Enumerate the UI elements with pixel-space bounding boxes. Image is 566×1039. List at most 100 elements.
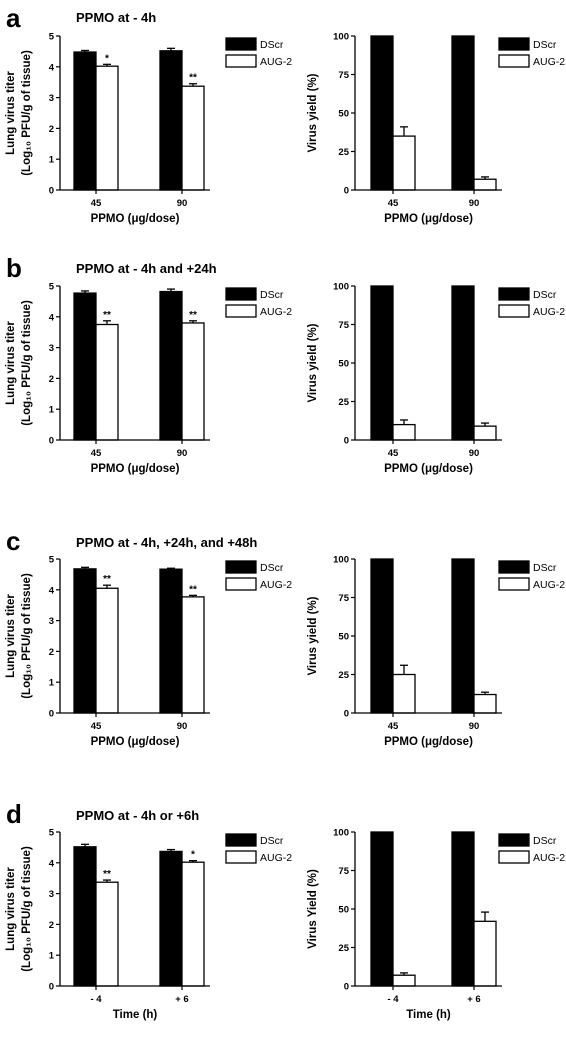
legend-label: AUG-2: [533, 306, 565, 318]
legend-label: AUG-2: [533, 56, 565, 68]
bar-aug-2-0: [95, 881, 119, 987]
y-tick-label: 4: [49, 312, 55, 323]
y-tick-label: 75: [338, 70, 349, 81]
x-tick-label: 90: [469, 448, 480, 459]
y-tick-label: 5: [49, 32, 55, 43]
bar-aug-2-1: [473, 920, 497, 987]
y-tick-label: 2: [49, 374, 54, 385]
y-axis-label: Lung virus titer: [5, 321, 17, 405]
panel-letter: c: [6, 526, 20, 556]
bar-aug-2-1: [473, 178, 497, 191]
panel-letter: d: [6, 799, 22, 829]
y-tick-label: 100: [333, 828, 349, 839]
bar-dscr-0: [370, 285, 394, 441]
legend-swatch-aug-2: [498, 304, 530, 318]
legend-swatch-dscr: [498, 287, 530, 301]
y-tick-label: 0: [49, 436, 54, 447]
y-tick-label: 25: [338, 670, 349, 681]
significance-marker: **: [189, 310, 197, 321]
significance-marker: **: [103, 574, 111, 585]
significance-marker: **: [189, 584, 197, 595]
panel-c-yield-chart: 0 25 50 75 100 45 90 PPMO (μg/dose) Virus yield …: [307, 555, 565, 749]
legend-label: AUG-2: [260, 56, 292, 68]
bar-dscr-1: [159, 850, 183, 987]
y-axis-label: Lung virus titer: [5, 71, 17, 155]
x-axis-label: Time (h): [113, 1009, 158, 1021]
legend-swatch-aug-2: [498, 577, 530, 591]
y-tick-label: 50: [338, 905, 349, 916]
x-tick-label: 90: [177, 198, 188, 209]
y-axis-label-line2: (Log₁₀ PFU/g of tissue): [21, 846, 33, 972]
legend-swatch-dscr: [498, 37, 530, 51]
legend-label: DScr: [260, 562, 284, 574]
bar-dscr-0: [370, 558, 394, 714]
y-tick-label: 3: [49, 616, 54, 627]
bar-aug-2-0: [392, 673, 416, 714]
y-tick-label: 4: [49, 585, 55, 596]
panel-a-yield-chart: 0 25 50 75 100 45 90 PPMO (μg/dose) Virus yield …: [307, 32, 565, 226]
bar-dscr-1: [451, 285, 475, 441]
y-tick-label: 0: [344, 982, 349, 993]
legend-label: DScr: [533, 835, 557, 847]
y-tick-label: 3: [49, 343, 54, 354]
y-axis-label: Lung virus titer: [5, 594, 17, 678]
bar-dscr-1: [159, 50, 183, 191]
bar-dscr-1: [451, 558, 475, 714]
legend-label: AUG-2: [533, 579, 565, 591]
x-tick-label: 90: [469, 198, 480, 209]
x-tick-label: - 4: [387, 994, 399, 1005]
y-tick-label: 100: [333, 555, 349, 566]
y-axis-label-line2: (Log₁₀ PFU/g of tissue): [21, 573, 33, 699]
bar-dscr-0: [73, 568, 97, 714]
y-axis-label: Virus yield (%): [307, 323, 319, 402]
y-tick-label: 1: [49, 155, 55, 166]
bar-aug-2-0: [95, 323, 119, 441]
x-axis-label: PPMO (μg/dose): [91, 213, 180, 225]
panel-letter: a: [6, 3, 21, 33]
y-tick-label: 50: [338, 109, 349, 120]
bar-aug-2-1: [473, 425, 497, 441]
y-tick-label: 2: [49, 647, 54, 658]
legend-swatch-dscr: [225, 287, 257, 301]
y-tick-label: 50: [338, 359, 349, 370]
x-tick-label: 90: [469, 721, 480, 732]
bar-dscr-0: [73, 292, 97, 441]
panel-title: PPMO at - 4h, +24h, and +48h: [76, 535, 257, 550]
panel-letter: b: [6, 253, 22, 283]
bar-aug-2-0: [392, 135, 416, 191]
panel-c-titer-chart: c PPMO at - 4h, +24h, and +48h012345****4…: [5, 526, 292, 748]
bar-dscr-1: [451, 831, 475, 987]
significance-marker: *: [191, 850, 195, 861]
legend-label: AUG-2: [260, 306, 292, 318]
y-tick-label: 75: [338, 866, 349, 877]
x-tick-label: 45: [388, 198, 399, 209]
y-tick-label: 100: [333, 32, 349, 43]
legend-swatch-aug-2: [498, 850, 530, 864]
y-axis-label-line2: (Log₁₀ PFU/g of tissue): [21, 300, 33, 426]
x-tick-label: 45: [91, 448, 102, 459]
y-tick-label: 2: [49, 124, 54, 135]
y-tick-label: 0: [49, 186, 54, 197]
y-tick-label: 0: [49, 982, 54, 993]
legend-label: AUG-2: [533, 852, 565, 864]
bar-aug-2-1: [181, 85, 205, 191]
significance-marker: **: [103, 869, 111, 880]
x-tick-label: 90: [177, 448, 188, 459]
x-tick-label: 45: [388, 448, 399, 459]
y-tick-label: 75: [338, 320, 349, 331]
y-axis-label: Virus yield (%): [307, 73, 319, 152]
y-tick-label: 0: [344, 709, 349, 720]
y-tick-label: 75: [338, 593, 349, 604]
significance-marker: **: [189, 73, 197, 84]
bar-aug-2-1: [181, 861, 205, 987]
y-tick-label: 3: [49, 93, 54, 104]
x-axis-label: Time (h): [406, 1009, 451, 1021]
x-tick-label: + 6: [175, 994, 188, 1005]
significance-marker: *: [105, 53, 109, 64]
legend-label: DScr: [533, 289, 557, 301]
bar-dscr-0: [370, 35, 394, 191]
bar-aug-2-0: [95, 65, 119, 191]
bar-dscr-1: [451, 35, 475, 191]
